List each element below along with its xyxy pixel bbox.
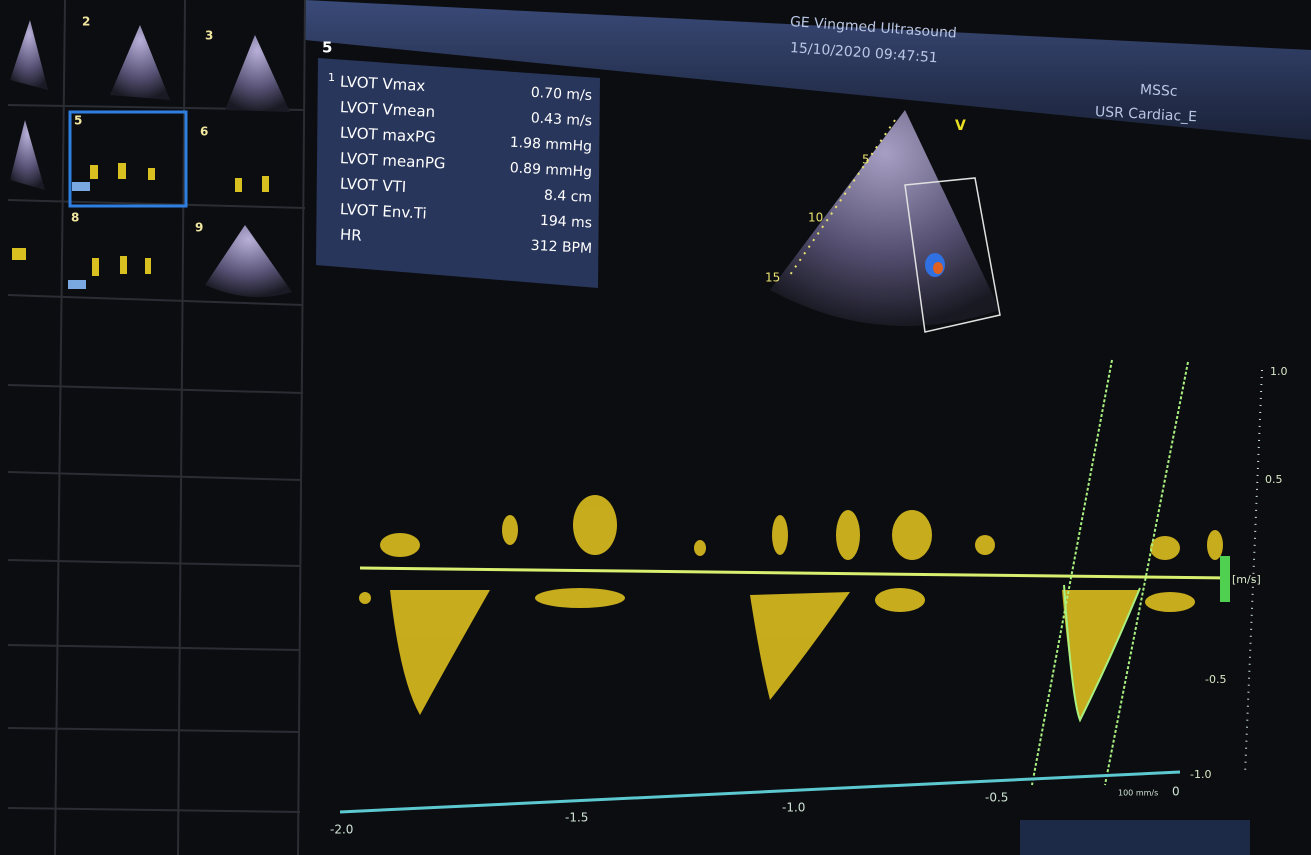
body: {"header": {"device": "GE Vingmed Ultras… <box>0 0 1311 855</box>
sector-image <box>770 110 1000 326</box>
page: Ultrasound Doppler screen html, body { m… <box>0 0 1311 855</box>
time-label: -2.0 <box>330 823 353 837</box>
measurement-label: HR <box>340 226 363 245</box>
screen: GE Vingmed Ultrasound 15/10/2020 09:47:5… <box>0 0 1311 855</box>
thumbnail-grid <box>8 0 305 855</box>
depth-label: 10 <box>808 211 823 225</box>
velocity-label: -0.5 <box>1205 673 1226 686</box>
velocity-label: -1.0 <box>1190 768 1211 781</box>
mode-label: V <box>955 118 966 134</box>
time-label: 0 <box>1172 785 1180 799</box>
control-strip <box>1020 820 1250 855</box>
velocity-unit: [m/s] <box>1232 573 1261 586</box>
caliper <box>1105 362 1188 785</box>
baseline-handle[interactable] <box>1220 556 1230 602</box>
velocity-label: 1.0 <box>1270 365 1288 378</box>
measurement-value: 0.70 m/s <box>530 85 592 104</box>
time-label: -1.0 <box>782 801 805 815</box>
doppler-spectrum <box>359 495 1223 722</box>
thumb-number[interactable]: 8 <box>71 211 79 225</box>
sweep-speed: 100 mm/s <box>1118 789 1158 798</box>
thumb-number[interactable]: 9 <box>195 221 203 235</box>
active-thumbnail[interactable] <box>70 112 186 206</box>
color-flow <box>933 262 943 274</box>
thumb-number[interactable]: 5 <box>74 114 82 128</box>
measurement-value: 312 BPM <box>530 238 592 257</box>
thumb-number[interactable]: 3 <box>205 29 213 43</box>
measurement-value: 194 ms <box>540 213 593 232</box>
measurement-index: 1 <box>328 71 335 84</box>
measurement-value: 0.43 m/s <box>530 110 592 129</box>
user: MSSc <box>1140 82 1178 100</box>
baseline <box>360 568 1230 578</box>
depth-label: 15 <box>765 271 780 285</box>
caliper <box>1032 360 1112 785</box>
time-label: -1.5 <box>565 811 588 825</box>
depth-label: 5 <box>862 153 870 167</box>
time-axis <box>340 772 1180 812</box>
thumb-number[interactable]: 6 <box>200 125 208 139</box>
active-image-number: 5 <box>322 39 332 57</box>
velocity-label: 0.5 <box>1265 473 1283 486</box>
measurement-value: 8.4 cm <box>544 187 593 205</box>
thumb-images <box>10 20 292 297</box>
thumb-number[interactable]: 2 <box>82 15 90 29</box>
measurement-label: LVOT VTI <box>340 175 407 196</box>
time-label: -0.5 <box>985 791 1008 805</box>
